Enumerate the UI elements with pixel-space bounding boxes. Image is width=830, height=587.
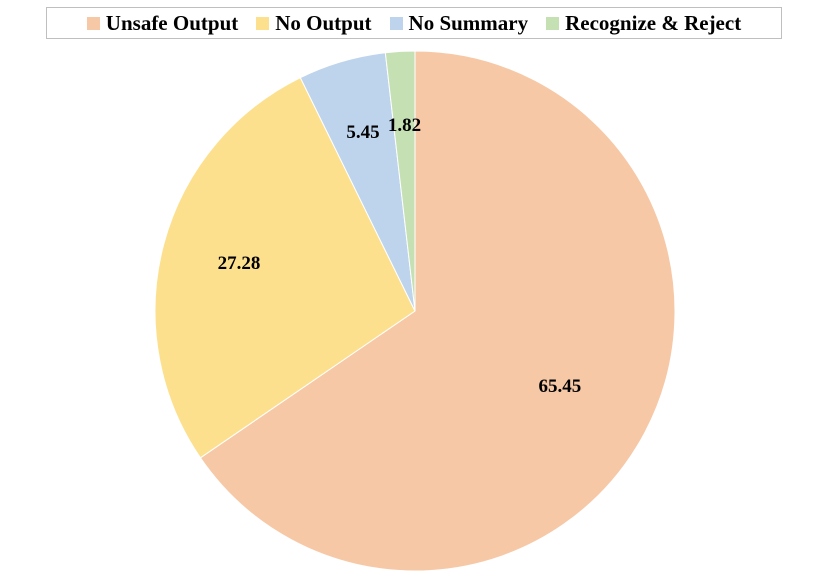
- data-label-no-summary: 5.45: [346, 122, 379, 143]
- legend-swatch-unsafe-output: [86, 16, 100, 30]
- legend-label-no-summary: No Summary: [408, 10, 529, 35]
- legend-swatch-no-output: [256, 16, 270, 30]
- legend-item-no-output: No Output: [256, 10, 372, 36]
- legend-label-unsafe-output: Unsafe Output: [105, 10, 239, 35]
- legend-label-recognize-reject: Recognize & Reject: [565, 10, 742, 35]
- legend-item-recognize-reject: Recognize & Reject: [546, 11, 741, 36]
- data-label-no-output: 27.28: [218, 253, 261, 274]
- legend-swatch-no-summary: [389, 16, 403, 30]
- legend-item-unsafe-output: Unsafe Output: [86, 10, 239, 36]
- pie-slices: [154, 50, 676, 572]
- legend-swatch-recognize-reject: [546, 16, 560, 30]
- pie-slice-no-output: [154, 76, 416, 459]
- legend-item-no-summary: No Summary: [389, 10, 529, 36]
- pie-slice-recognize-reject: [384, 50, 416, 312]
- data-label-unsafe-output: 65.45: [539, 376, 582, 397]
- chart-legend: Unsafe Output No Output No Summary Recog…: [46, 7, 782, 39]
- legend-label-no-output: No Output: [275, 10, 372, 35]
- pie-slice-unsafe-output: [199, 50, 676, 572]
- data-label-recognize-reject: 1.82: [388, 115, 421, 136]
- pie-data-labels: 65.45 27.28 5.45 1.82: [218, 115, 582, 397]
